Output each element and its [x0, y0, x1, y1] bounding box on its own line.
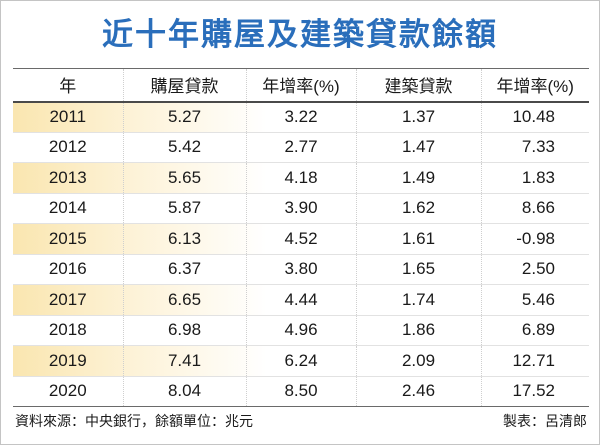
cell-construction-growth: 8.66 — [480, 193, 589, 224]
cell-construction-loan: 1.47 — [355, 132, 481, 163]
cell-year: 2019 — [48, 350, 87, 370]
cell-housing-growth: 8.50 — [245, 376, 356, 407]
cell-housing-loan: 6.98 — [122, 315, 246, 346]
cell-housing-loan: 5.27 — [122, 101, 246, 132]
cell-housing-loan: 7.41 — [122, 345, 246, 376]
cell-construction-loan: 1.61 — [355, 223, 481, 254]
cell-housing-loan: 8.04 — [122, 376, 246, 407]
cell-construction-growth: 17.52 — [480, 376, 589, 407]
loan-balance-table: 年 購屋貸款 年增率(%) 建築貸款 年增率(%) 2011 5.27 3.22 1.… — [13, 68, 589, 407]
table-row: 2019 7.41 6.24 2.09 12.71 — [13, 345, 589, 376]
cell-housing-loan: 6.13 — [122, 223, 246, 254]
cell-construction-growth: 12.71 — [480, 345, 589, 376]
table-row: 2017 6.65 4.44 1.74 5.46 — [13, 284, 589, 315]
cell-housing-growth: 3.22 — [245, 101, 356, 132]
cell-construction-loan: 1.49 — [355, 162, 481, 193]
table-header-row: 年 購屋貸款 年增率(%) 建築貸款 年增率(%) — [13, 68, 589, 102]
cell-housing-growth: 6.24 — [245, 345, 356, 376]
cell-housing-loan: 6.37 — [122, 254, 246, 285]
cell-housing-growth: 4.18 — [245, 162, 356, 193]
cell-housing-growth: 3.90 — [245, 193, 356, 224]
cell-housing-growth: 4.52 — [245, 223, 356, 254]
chart-title: 近十年購屋及建築貸款餘額 — [102, 17, 498, 52]
table-row: 2011 5.27 3.22 1.37 10.48 — [13, 101, 589, 132]
cell-year: 2017 — [48, 289, 87, 309]
cell-construction-growth: 10.48 — [480, 101, 589, 132]
table-row: 2018 6.98 4.96 1.86 6.89 — [13, 315, 589, 346]
cell-year: 2015 — [48, 228, 87, 248]
header-year: 年 — [59, 77, 77, 97]
cell-year: 2013 — [48, 167, 87, 187]
cell-construction-loan: 2.09 — [355, 345, 481, 376]
cell-year: 2014 — [48, 198, 87, 218]
header-housing-loan: 購屋貸款 — [122, 68, 246, 102]
table-row: 2020 8.04 8.50 2.46 17.52 — [13, 376, 589, 407]
cell-housing-growth: 2.77 — [245, 132, 356, 163]
footer-author: 製表：呂清郎 — [503, 413, 587, 429]
header-construction-growth: 年增率(%) — [480, 68, 589, 102]
footer-source: 資料來源：中央銀行，餘額單位：兆元 — [15, 413, 253, 429]
table-body: 2011 5.27 3.22 1.37 10.48 2012 5.42 2.77 1.47 7.3… — [13, 101, 589, 407]
cell-construction-loan: 1.62 — [355, 193, 481, 224]
table-row: 2012 5.42 2.77 1.47 7.33 — [13, 132, 589, 163]
cell-construction-loan: 1.37 — [355, 101, 481, 132]
cell-housing-growth: 4.44 — [245, 284, 356, 315]
cell-year: 2011 — [49, 107, 87, 126]
cell-construction-growth: 2.50 — [480, 254, 589, 285]
cell-construction-growth: 7.33 — [480, 132, 589, 163]
cell-housing-growth: 3.80 — [245, 254, 356, 285]
cell-construction-loan: 2.46 — [355, 376, 481, 407]
cell-construction-growth: 6.89 — [480, 315, 589, 346]
cell-year: 2016 — [48, 259, 87, 279]
cell-construction-growth: -0.98 — [480, 223, 589, 254]
cell-housing-loan: 6.65 — [122, 284, 246, 315]
table-row: 2015 6.13 4.52 1.61 -0.98 — [13, 223, 589, 254]
cell-construction-growth: 1.83 — [480, 162, 589, 193]
cell-construction-growth: 5.46 — [480, 284, 589, 315]
cell-year: 2018 — [48, 320, 87, 340]
cell-construction-loan: 1.74 — [355, 284, 481, 315]
table-row: 2013 5.65 4.18 1.49 1.83 — [13, 162, 589, 193]
table-row: 2016 6.37 3.80 1.65 2.50 — [13, 254, 589, 285]
header-construction-loan: 建築貸款 — [355, 68, 481, 102]
cell-housing-loan: 5.65 — [122, 162, 246, 193]
cell-construction-loan: 1.86 — [355, 315, 481, 346]
cell-year: 2012 — [48, 137, 87, 157]
cell-housing-loan: 5.42 — [122, 132, 246, 163]
table-row: 2014 5.87 3.90 1.62 8.66 — [13, 193, 589, 224]
cell-housing-growth: 4.96 — [245, 315, 356, 346]
header-housing-growth: 年增率(%) — [245, 68, 356, 102]
cell-year: 2020 — [48, 381, 87, 401]
cell-construction-loan: 1.65 — [355, 254, 481, 285]
cell-housing-loan: 5.87 — [122, 193, 246, 224]
